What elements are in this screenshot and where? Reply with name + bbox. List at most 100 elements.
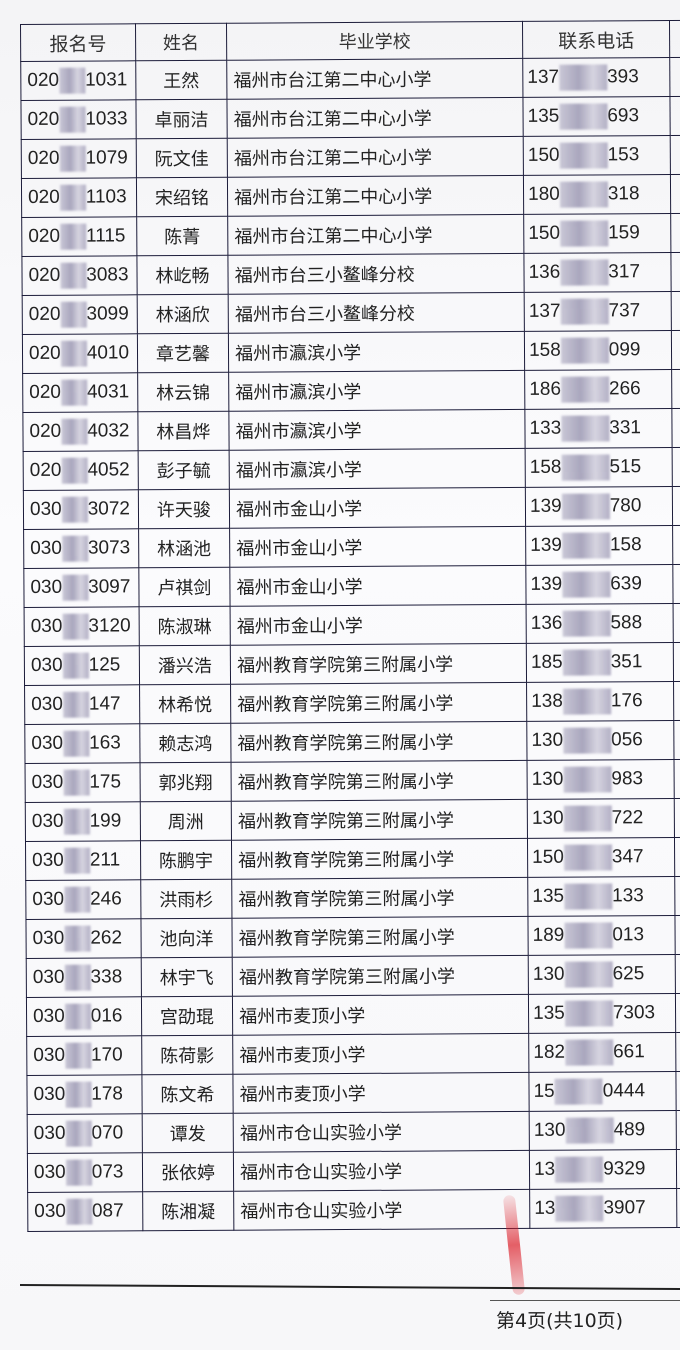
cell-id: 020 4052	[23, 450, 139, 491]
id-prefix: 030	[33, 1044, 66, 1066]
id-prefix: 030	[31, 732, 64, 754]
cell-id: 030 175	[25, 762, 140, 803]
phone-prefix: 135	[533, 1002, 565, 1024]
cell-id: 030 087	[27, 1191, 143, 1232]
phone-suffix: 588	[610, 612, 643, 634]
cell-phone: 130 625	[528, 954, 676, 995]
cell-phone: 130 056	[526, 720, 675, 761]
phone-suffix: 013	[612, 924, 645, 946]
cell-phone: 186 266	[524, 369, 673, 410]
id-prefix: 030	[32, 966, 65, 988]
redaction-blur	[61, 418, 88, 445]
id-suffix: 170	[90, 1044, 123, 1066]
id-suffix: 3099	[86, 303, 129, 325]
cell-id: 020 1033	[20, 99, 136, 140]
cell-id: 030 147	[24, 684, 140, 725]
id-prefix: 030	[29, 498, 62, 520]
table-row: 030 246 洪雨杉 福州教育学院第三附属小学 135 133	[25, 876, 680, 920]
cell-phone: 137 393	[522, 57, 671, 98]
cell-name: 林云锦	[137, 372, 229, 412]
cell-extra	[675, 993, 680, 1033]
redaction-blur	[64, 1042, 92, 1069]
phone-suffix: 625	[612, 963, 645, 985]
id-suffix: 4052	[87, 459, 130, 481]
phone-prefix: 130	[531, 768, 564, 790]
id-suffix: 338	[90, 966, 123, 988]
phone-suffix: 351	[610, 651, 643, 673]
id-suffix: 1079	[85, 147, 128, 169]
redaction-blur	[61, 496, 88, 523]
redaction-blur	[59, 106, 86, 133]
table-row: 020 4052 彭子毓 福州市瀛滨小学 158 515	[23, 447, 680, 491]
redaction-blur	[560, 259, 609, 286]
cell-name: 彭子毓	[137, 450, 230, 490]
redaction-blur	[555, 1195, 604, 1222]
id-suffix: 178	[91, 1083, 124, 1105]
cell-extra	[673, 681, 680, 721]
redaction-blur	[562, 610, 611, 637]
student-table: 报名号 姓名 毕业学校 联系电话 020 1031 王然 福州市台江第二中心小学 137…	[20, 20, 680, 1232]
table-row: 030 211 陈鹏宇 福州教育学院第三附属小学 150 347	[25, 837, 680, 881]
phone-suffix: 393	[607, 66, 639, 88]
redaction-blur	[561, 454, 610, 481]
cell-phone: 180 318	[523, 174, 671, 215]
phone-suffix: 318	[607, 183, 640, 205]
redaction-blur	[63, 847, 90, 874]
cell-name: 林涵欣	[136, 294, 229, 334]
cell-id: 030 3072	[23, 489, 139, 530]
cell-extra	[674, 759, 680, 799]
table-header-row: 报名号 姓名 毕业学校 联系电话	[20, 20, 680, 62]
redaction-blur	[60, 379, 88, 406]
cell-name: 陈荷影	[141, 1035, 234, 1075]
cell-extra	[674, 876, 680, 916]
id-prefix: 020	[29, 459, 62, 481]
phone-suffix: 159	[607, 222, 640, 244]
footer-rule-short	[490, 1300, 680, 1301]
id-prefix: 030	[33, 1161, 66, 1183]
id-prefix: 030	[31, 810, 64, 832]
phone-suffix: 9329	[603, 1158, 646, 1180]
redaction-blur	[561, 532, 611, 559]
cell-school: 福州教育学院第三附属小学	[230, 643, 527, 685]
cell-id: 020 4010	[22, 333, 138, 374]
redaction-blur	[63, 769, 90, 796]
cell-phone: 138 176	[526, 681, 674, 722]
phone-prefix: 130	[531, 729, 564, 751]
id-suffix: 016	[90, 1005, 123, 1027]
cell-school: 福州市台三小鳌峰分校	[228, 292, 525, 334]
cell-id: 030 199	[25, 801, 141, 842]
phone-suffix: 3907	[603, 1197, 646, 1219]
phone-suffix: 639	[610, 573, 642, 595]
phone-suffix: 737	[608, 300, 641, 322]
redaction-blur	[65, 1120, 92, 1147]
id-suffix: 199	[89, 810, 122, 832]
id-prefix: 030	[31, 693, 63, 715]
phone-prefix: 130	[532, 963, 565, 985]
redaction-blur	[563, 805, 612, 832]
id-suffix: 1103	[85, 186, 127, 208]
table-row: 020 4031 林云锦 福州市瀛滨小学 186 266	[22, 369, 680, 413]
cell-school: 福州市金山小学	[229, 487, 526, 529]
cell-name: 卓丽洁	[135, 99, 228, 139]
redaction-blur	[565, 1117, 614, 1144]
phone-prefix: 13	[533, 1158, 556, 1180]
cell-phone: 185 351	[526, 642, 674, 683]
phone-prefix: 139	[530, 573, 563, 595]
cell-id: 030 125	[24, 645, 140, 686]
table-row: 030 125 潘兴浩 福州教育学院第三附属小学 185 351	[24, 642, 680, 686]
id-suffix: 147	[88, 693, 121, 715]
cell-school: 福州市台江第二中心小学	[227, 175, 524, 217]
cell-name: 宫劭琨	[141, 996, 233, 1036]
table-row: 030 338 林宇飞 福州教育学院第三附属小学 130 625	[26, 954, 680, 998]
phone-prefix: 180	[528, 183, 560, 205]
cell-school: 福州教育学院第三附属小学	[231, 760, 528, 802]
phone-suffix: 347	[611, 846, 644, 868]
cell-name: 林昌烨	[137, 411, 230, 451]
cell-school: 福州市仓山实验小学	[233, 1150, 530, 1192]
cell-school: 福州教育学院第三附属小学	[231, 877, 529, 919]
cell-school: 福州市台江第二中心小学	[227, 97, 524, 139]
redaction-blur	[62, 691, 89, 718]
cell-id: 030 3097	[23, 567, 139, 608]
cell-school: 福州市麦顶小学	[233, 1072, 530, 1114]
id-prefix: 020	[28, 303, 61, 325]
